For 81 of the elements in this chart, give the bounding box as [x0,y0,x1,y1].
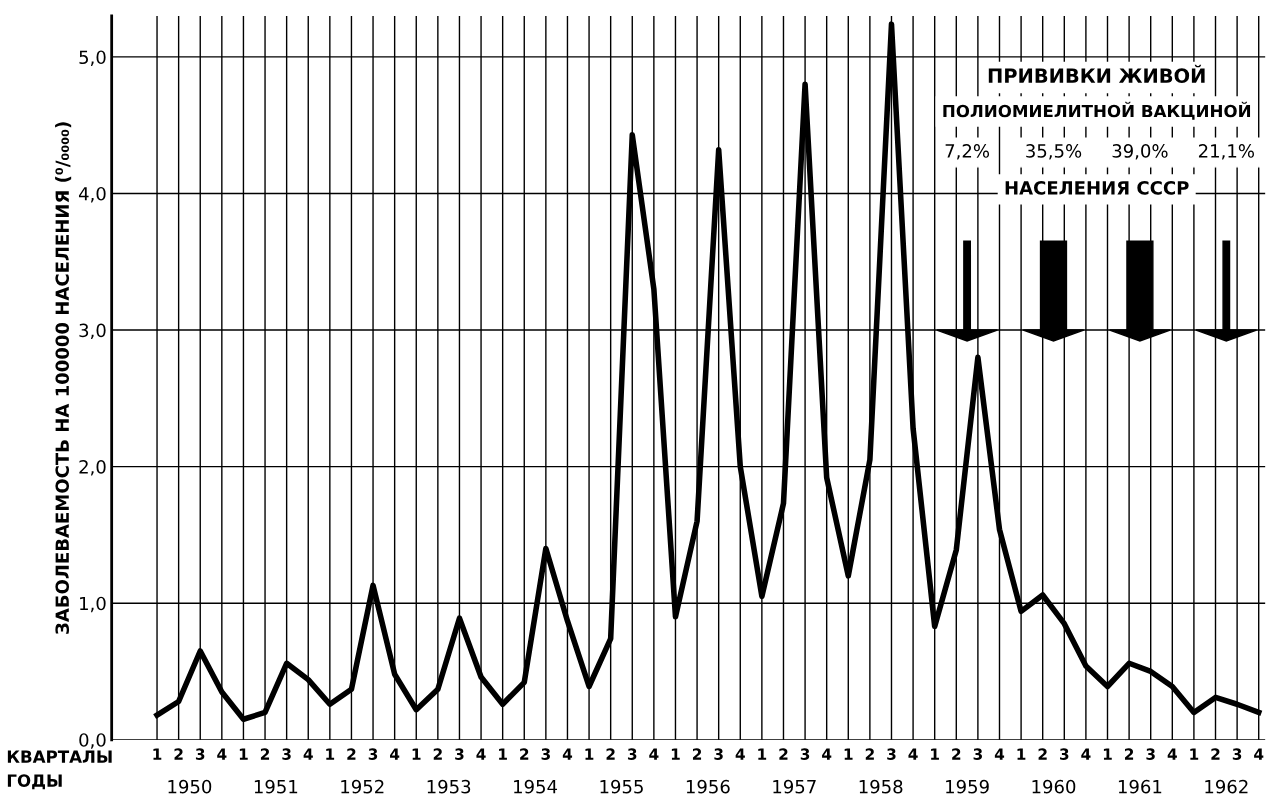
x-tick-label: 3 [714,748,723,760]
text: 1956 [686,779,730,794]
y-tick-label: 2,0 [79,460,106,476]
text: 1958 [859,779,903,794]
x-tick-label: 1 [1017,748,1026,760]
x-tick-label: 4 [303,748,313,760]
x-tick-label: 3 [973,748,982,760]
text: 1952 [341,779,384,794]
x-tick-label: 4 [994,748,1005,760]
text: 1957 [773,779,816,794]
text: 1961 [1118,779,1162,794]
x-tick-label: 1 [239,748,248,760]
x-tick-label: 3 [455,748,464,760]
x-tick-label: 2 [779,748,788,760]
x-tick-label: 3 [541,748,550,760]
x-tick-label: 4 [735,748,745,760]
x-tick-label: 1 [671,748,680,760]
annotation: ПОЛИОМИЕЛИТНОЙ ВАКЦИНОЙ [943,101,1251,120]
text: 1960 [1032,779,1076,794]
text: 1959 [946,779,989,794]
x-tick-label: 3 [282,748,291,760]
x-tick-label: 1 [585,748,594,760]
x-tick-label: 4 [908,748,918,760]
x-tick-label: 2 [606,748,615,760]
x-tick-label: 2 [952,748,961,760]
x-tick-label: 2 [520,748,529,760]
text: 1955 [600,779,643,794]
text: 1953 [427,779,471,794]
x-tick-label: 3 [800,748,810,760]
x-tick-label: 3 [1060,748,1069,760]
x-tick-label: 4 [1081,748,1091,760]
x-tick-label: 1 [1190,748,1199,760]
x-tick-label: 1 [412,748,421,760]
y-tick-label: 5,0 [79,50,106,66]
text: КВАРТАЛЫ [7,750,112,763]
x-tick-label: 2 [1125,748,1134,760]
x-tick-label: 1 [499,748,507,760]
x-tick-label: 3 [1232,748,1242,760]
annotation: 35,5% [1026,144,1082,160]
x-tick-label: 2 [1038,748,1047,760]
text: ГОДЫ [7,774,62,790]
x-tick-label: 2 [692,748,702,760]
x-tick-label: 4 [476,748,486,760]
x-tick-label: 2 [433,748,442,760]
x-tick-label: 4 [822,748,832,760]
annotation: 21,1% [1198,144,1254,160]
x-tick-label: 4 [1167,748,1177,760]
y-tick-label: 0,0 [79,733,106,749]
x-tick-label: 2 [1211,748,1220,760]
x-tick-label: 2 [347,748,356,760]
x-tick-label: 1 [844,748,853,760]
x-tick-label: 1 [758,748,767,760]
y-tick-label: 4,0 [78,186,106,203]
x-tick-label: 4 [390,748,400,760]
y-tick-label: 3,0 [79,323,106,340]
x-tick-label: 2 [865,748,874,760]
x-tick-label: 2 [174,748,183,760]
x-tick-label: 4 [649,748,659,760]
annotation: 7,2% [945,144,990,160]
x-tick-label: 4 [562,748,573,760]
text: 1950 [168,779,212,794]
annotation: ПРИВИВКИ ЖИВОЙ [988,64,1205,84]
x-tick-label: 3 [195,748,205,760]
annotation: 39,0% [1112,144,1168,160]
x-tick-label: 3 [368,748,378,760]
x-tick-label: 1 [931,748,939,760]
annotation: НАСЕЛЕНИЯ СССР [1005,180,1189,195]
text: 1954 [514,779,558,794]
y-tick-label: 1,0 [80,596,106,613]
x-tick-label: 3 [887,748,896,760]
text: 1962 [1205,779,1248,794]
x-tick-label: 1 [326,748,335,760]
x-tick-label: 3 [1146,748,1155,760]
x-tick-label: 2 [260,748,270,760]
x-tick-label: 1 [1103,748,1112,760]
text: 1951 [254,779,298,794]
x-tick-label: 4 [1254,748,1264,760]
y-axis-title: ЗАБОЛЕВАЕМОСТЬ НА 100000 НАСЕЛЕНИЯ (⁰/₀₀₀₀) [55,122,72,634]
x-tick-label: 3 [627,748,637,760]
x-tick-label: 1 [153,748,162,760]
x-tick-label: 4 [217,748,227,760]
